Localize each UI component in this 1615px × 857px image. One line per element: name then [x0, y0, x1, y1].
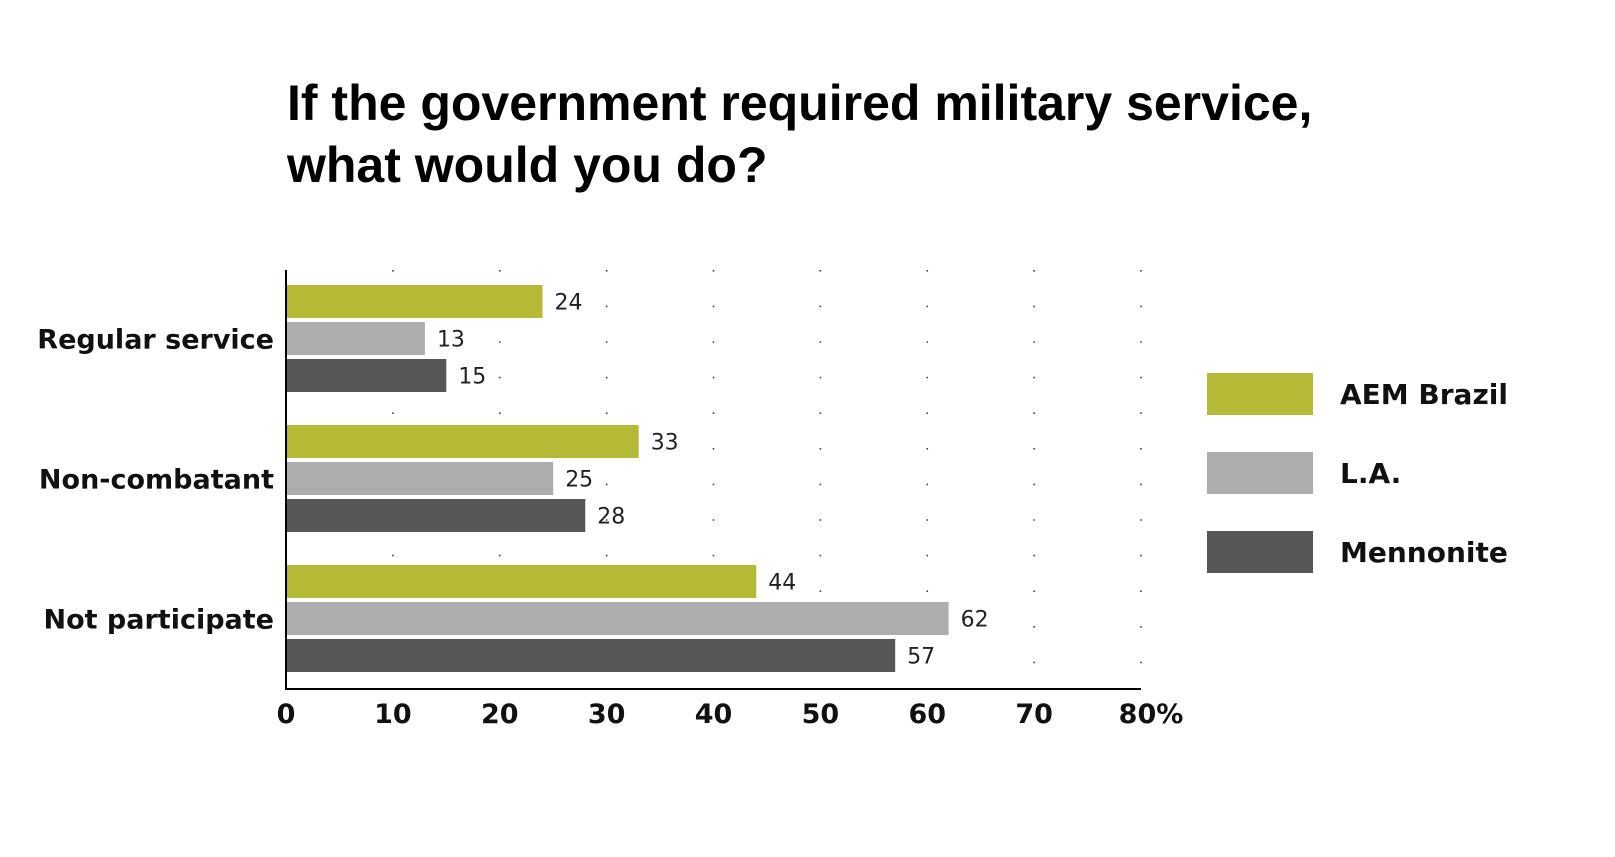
x-tick-label-40: 40: [695, 699, 733, 730]
category-label-not-participate: Not participate: [43, 605, 274, 636]
data-label-non-combatant-l-a: 25: [565, 468, 593, 493]
data-label-non-combatant-mennonite: 28: [597, 505, 625, 530]
bar-not-participate-aem-brazil: [286, 565, 757, 598]
legend-label-aem-brazil: AEM Brazil: [1340, 378, 1508, 411]
bar-regular-service-aem-brazil: [286, 285, 543, 318]
bar-non-combatant-l-a: [286, 462, 554, 495]
x-tick-label-50: 50: [802, 699, 840, 730]
bar-not-participate-mennonite: [286, 639, 896, 672]
data-label-non-combatant-aem-brazil: 33: [651, 431, 679, 456]
x-tick-label-60: 60: [908, 699, 946, 730]
data-label-regular-service-l-a: 13: [437, 328, 465, 353]
x-tick-label-80: 80%: [1119, 699, 1184, 730]
chart-title-line-2: what would you do?: [287, 137, 768, 193]
data-label-regular-service-mennonite: 15: [458, 365, 486, 390]
data-label-not-participate-mennonite: 57: [907, 645, 935, 670]
bar-non-combatant-aem-brazil: [286, 425, 639, 458]
legend-swatch-l-a: [1207, 452, 1313, 494]
legend-swatch-aem-brazil: [1207, 373, 1313, 415]
x-tick-label-0: 0: [277, 699, 296, 730]
x-tick-label-20: 20: [481, 699, 519, 730]
bar-regular-service-l-a: [286, 322, 425, 355]
legend-label-mennonite: Mennonite: [1340, 536, 1508, 569]
data-label-not-participate-aem-brazil: 44: [768, 571, 796, 596]
bar-regular-service-mennonite: [286, 359, 447, 392]
data-label-regular-service-aem-brazil: 24: [555, 291, 583, 316]
x-tick-label-30: 30: [588, 699, 626, 730]
chart-title: If the government required military serv…: [287, 72, 1487, 196]
category-label-regular-service: Regular service: [37, 325, 274, 356]
data-label-not-participate-l-a: 62: [961, 608, 989, 633]
chart-title-line-1: If the government required military serv…: [287, 75, 1313, 131]
legend-swatch-mennonite: [1207, 531, 1313, 573]
category-label-non-combatant: Non-combatant: [39, 465, 274, 496]
legend-label-l-a: L.A.: [1340, 457, 1401, 490]
x-tick-label-10: 10: [374, 699, 412, 730]
bar-non-combatant-mennonite: [286, 499, 586, 532]
bar-not-participate-l-a: [286, 602, 949, 635]
x-tick-label-70: 70: [1015, 699, 1053, 730]
